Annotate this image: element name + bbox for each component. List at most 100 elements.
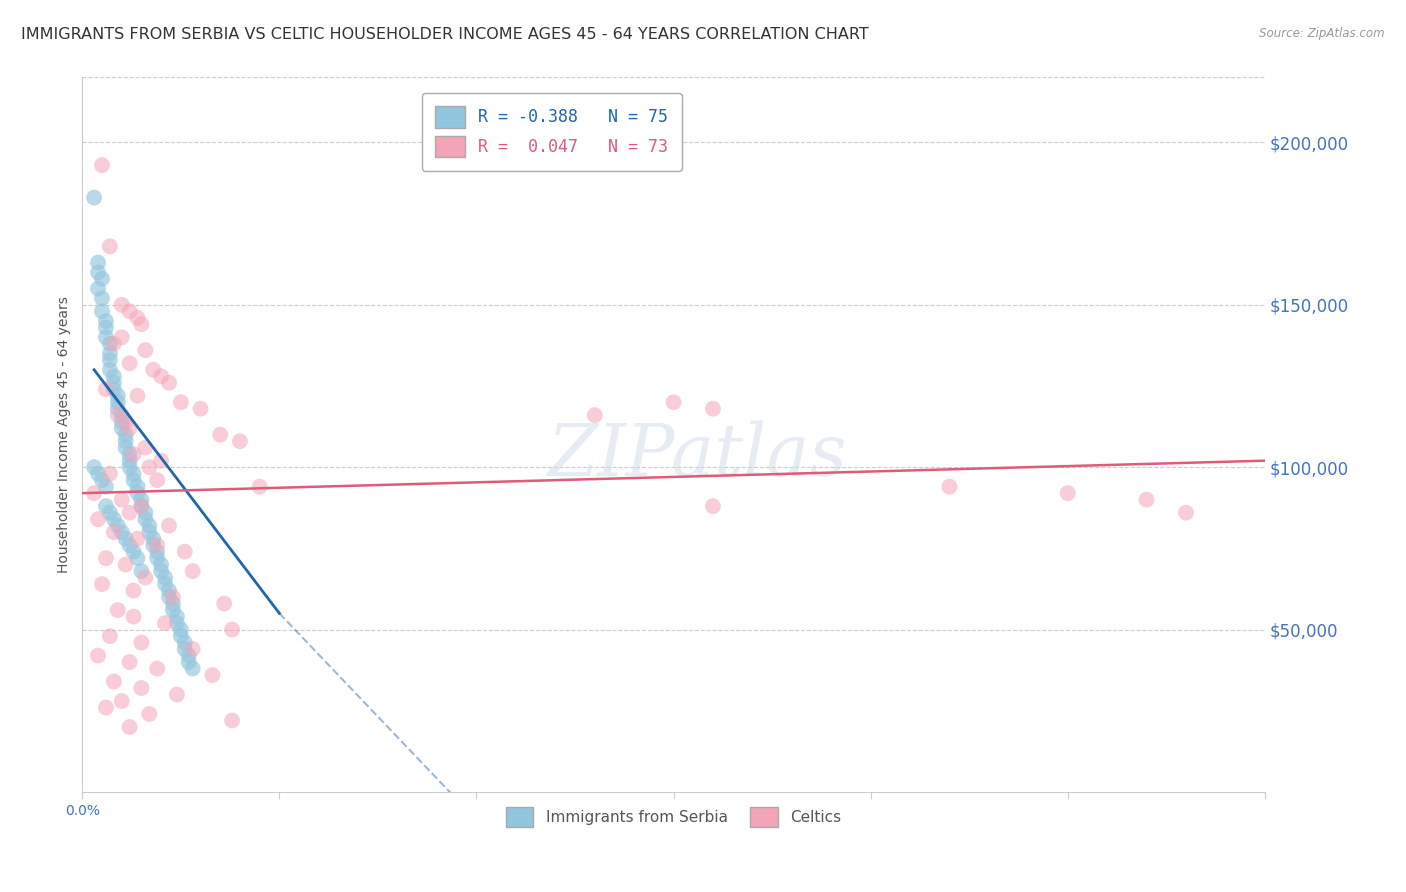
Point [702,401,724,416]
Point [94,499,117,513]
Point [111,408,134,422]
Point [107,518,129,533]
Point [94,700,117,714]
Point [190,401,212,416]
Point [127,486,149,500]
Point [134,512,156,526]
Point [94,320,117,334]
Point [94,382,117,396]
Point [173,635,195,649]
Point [153,577,176,591]
Point [177,655,200,669]
Point [107,389,129,403]
Point [209,427,232,442]
Point [229,434,252,449]
Point [146,473,169,487]
Point [201,668,224,682]
Point [98,363,121,377]
Point [111,525,134,540]
Point [103,382,125,396]
Point [150,369,173,384]
Point [1175,506,1198,520]
Point [938,480,960,494]
Point [103,336,125,351]
Point [103,525,125,540]
Point [103,376,125,390]
Point [122,447,145,461]
Point [162,597,184,611]
Point [157,590,180,604]
Point [127,310,149,325]
Point [170,395,193,409]
Point [107,401,129,416]
Point [131,492,153,507]
Point [118,356,141,370]
Point [91,158,114,172]
Point [662,395,685,409]
Point [146,661,169,675]
Text: IMMIGRANTS FROM SERBIA VS CELTIC HOUSEHOLDER INCOME AGES 45 - 64 YEARS CORRELATI: IMMIGRANTS FROM SERBIA VS CELTIC HOUSEHO… [21,27,869,42]
Point [118,447,141,461]
Point [114,415,136,429]
Point [94,330,117,344]
Point [134,506,156,520]
Point [122,583,145,598]
Point [127,532,149,546]
Point [83,486,105,500]
Point [98,506,121,520]
Point [127,551,149,566]
Point [134,343,156,358]
Point [107,603,129,617]
Point [114,558,136,572]
Point [181,564,204,578]
Point [181,661,204,675]
Point [118,720,141,734]
Point [134,441,156,455]
Point [1135,492,1157,507]
Point [122,609,145,624]
Point [138,525,160,540]
Point [111,330,134,344]
Point [138,706,160,721]
Point [157,518,180,533]
Point [150,564,173,578]
Y-axis label: Householder Income Ages 45 - 64 years: Householder Income Ages 45 - 64 years [58,296,72,574]
Point [118,538,141,552]
Point [170,623,193,637]
Point [91,291,114,305]
Point [162,590,184,604]
Point [131,635,153,649]
Point [94,480,117,494]
Point [702,499,724,513]
Point [114,532,136,546]
Point [87,648,110,663]
Point [131,499,153,513]
Point [118,655,141,669]
Point [83,191,105,205]
Point [142,363,165,377]
Point [181,642,204,657]
Point [173,544,195,558]
Point [111,298,134,312]
Point [114,427,136,442]
Point [142,538,165,552]
Point [87,265,110,279]
Point [87,255,110,269]
Point [91,473,114,487]
Point [98,467,121,481]
Point [111,492,134,507]
Point [94,314,117,328]
Point [122,544,145,558]
Point [98,353,121,368]
Point [114,434,136,449]
Point [166,616,188,631]
Point [103,674,125,689]
Point [131,318,153,332]
Point [118,304,141,318]
Point [138,460,160,475]
Point [166,609,188,624]
Point [98,346,121,360]
Legend: Immigrants from Serbia, Celtics: Immigrants from Serbia, Celtics [498,799,849,834]
Text: Source: ZipAtlas.com: Source: ZipAtlas.com [1260,27,1385,40]
Point [91,272,114,286]
